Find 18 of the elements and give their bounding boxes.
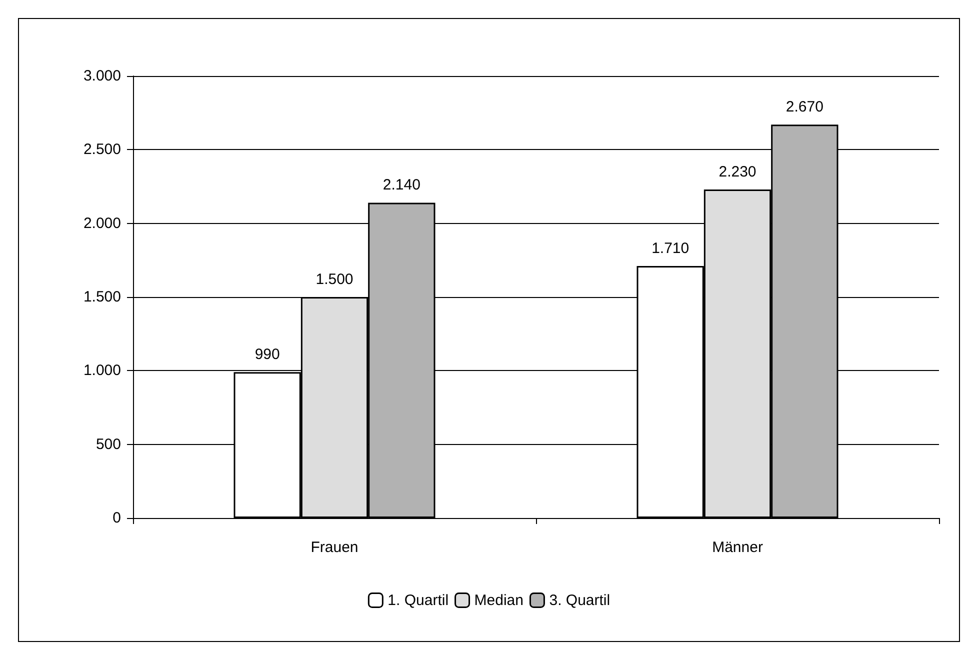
legend-label: 3. Quartil (549, 592, 610, 609)
y-tick-label: 3.000 (83, 68, 121, 84)
data-label: 2.670 (786, 98, 824, 116)
y-tick-label: 2.000 (83, 214, 121, 232)
data-label: 2.140 (382, 176, 420, 194)
y-tick-label: 1.500 (83, 288, 121, 306)
data-label: 990 (254, 346, 280, 364)
x-tick-label: Frauen (310, 539, 358, 556)
data-label: 1.710 (652, 240, 690, 258)
x-tick-label: Männer (712, 539, 763, 556)
y-tick-label: 0 (112, 510, 121, 526)
legend-label: Median (474, 592, 524, 609)
y-tick-label: 2.500 (83, 141, 121, 158)
data-label: 1.500 (316, 271, 354, 288)
legend-label: 1. Quartil (388, 592, 449, 609)
y-tick-label: 1.000 (83, 362, 121, 380)
data-label: 2.230 (718, 163, 756, 180)
y-tick-label: 500 (96, 436, 121, 453)
